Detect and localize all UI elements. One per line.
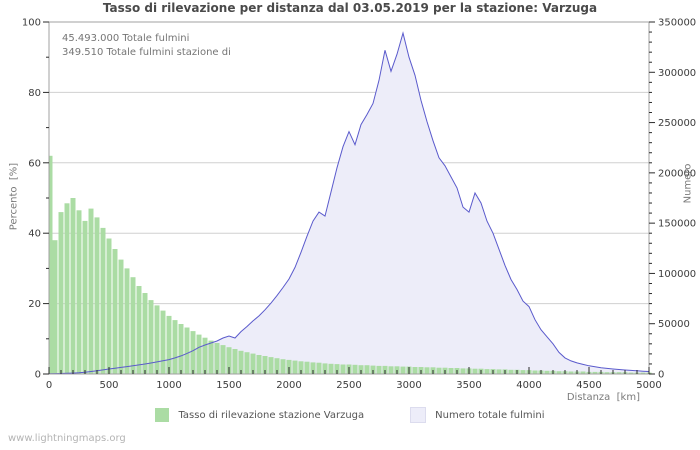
watermark: www.lightningmaps.org	[8, 433, 126, 444]
x-axis-label: Distanza [km]	[566, 392, 640, 403]
svg-text:150000: 150000	[658, 219, 696, 230]
svg-text:40: 40	[28, 229, 41, 240]
svg-text:5000: 5000	[636, 380, 661, 391]
y-axis-left-label: Percento [%]	[8, 162, 20, 231]
svg-text:100000: 100000	[658, 269, 696, 280]
y-axis-right-label: Numero	[682, 163, 694, 204]
svg-text:4000: 4000	[516, 380, 541, 391]
legend-item-detection-rate: Tasso di rilevazione stazione Varzuga	[155, 408, 364, 422]
detection-rate-swatch-icon	[155, 408, 170, 422]
svg-text:2500: 2500	[336, 380, 361, 391]
svg-text:350000: 350000	[658, 18, 696, 29]
svg-text:20: 20	[28, 299, 41, 310]
svg-text:200000: 200000	[658, 168, 696, 179]
svg-text:4500: 4500	[576, 380, 601, 391]
legend: Tasso di rilevazione stazione Varzuga Nu…	[0, 407, 700, 423]
svg-text:2000: 2000	[276, 380, 301, 391]
svg-text:3000: 3000	[396, 380, 421, 391]
annotation-block: 45.493.000 Totale fulmini 349.510 Totale…	[62, 32, 231, 60]
legend-item-total-lightning: Numero totale fulmini	[410, 407, 545, 423]
svg-text:0: 0	[46, 380, 52, 391]
svg-text:0: 0	[658, 370, 664, 381]
svg-text:3500: 3500	[456, 380, 481, 391]
svg-text:0: 0	[35, 370, 41, 381]
total-lightning-swatch-icon	[410, 407, 427, 423]
svg-text:80: 80	[28, 88, 41, 99]
svg-text:500: 500	[99, 380, 118, 391]
svg-text:1000: 1000	[156, 380, 181, 391]
annotation-station-lightning: 349.510 Totale fulmini stazione di	[62, 47, 231, 58]
svg-text:250000: 250000	[658, 118, 696, 129]
annotation-total-lightning: 45.493.000 Totale fulmini	[62, 33, 190, 44]
svg-text:60: 60	[28, 158, 41, 169]
svg-text:300000: 300000	[658, 68, 696, 79]
chart-title: Tasso di rilevazione per distanza dal 03…	[102, 1, 598, 15]
svg-text:50000: 50000	[658, 319, 690, 330]
legend-label-total-lightning: Numero totale fulmini	[435, 409, 545, 421]
svg-text:100: 100	[22, 18, 41, 29]
legend-label-detection-rate: Tasso di rilevazione stazione Varzuga	[178, 409, 365, 421]
svg-text:1500: 1500	[216, 380, 241, 391]
